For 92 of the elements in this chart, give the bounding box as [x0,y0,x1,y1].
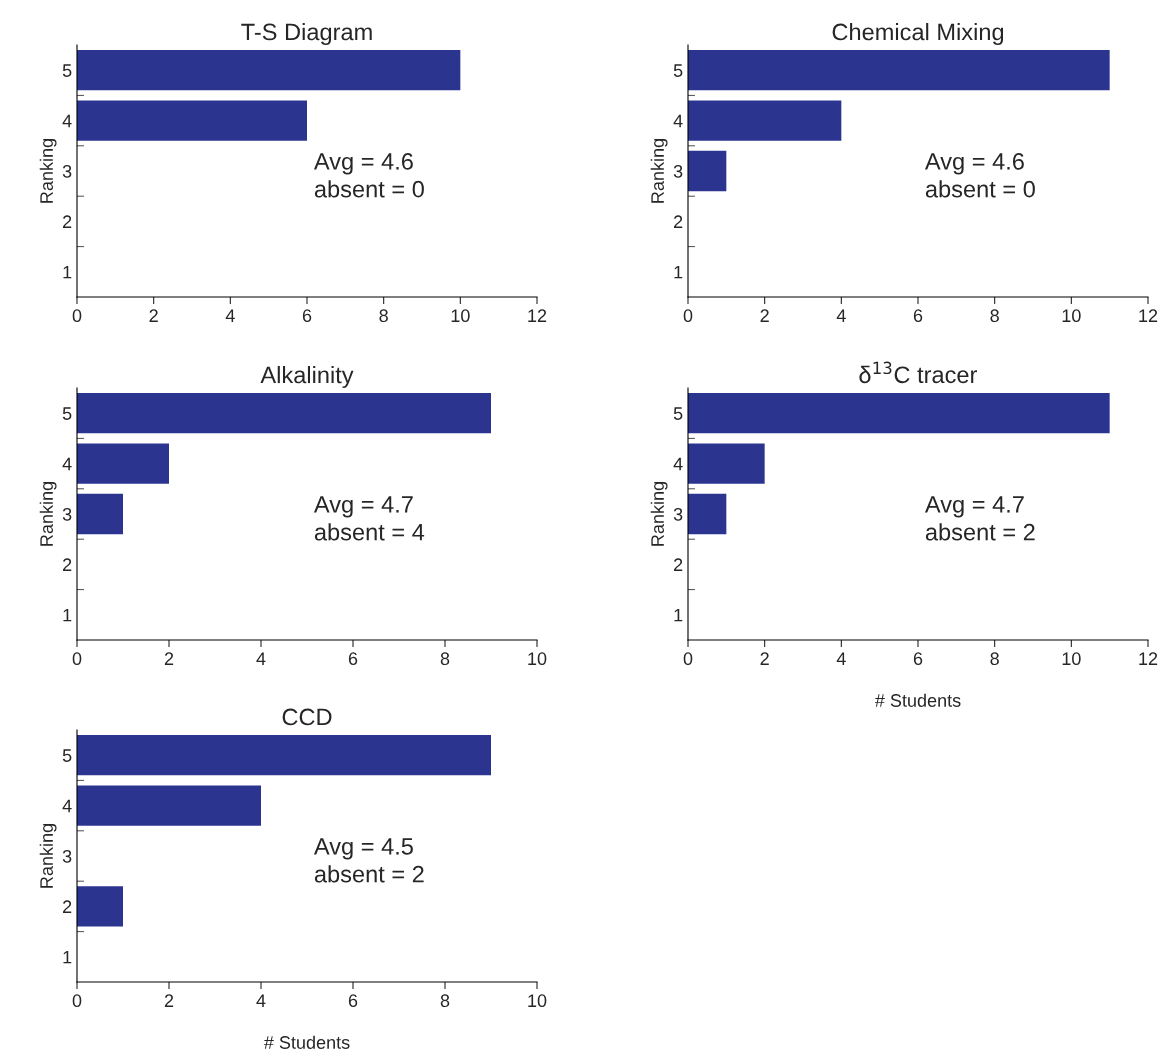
x-tick-label: 10 [528,994,547,1008]
bar [77,493,123,535]
y-tick-label: 2 [674,215,683,228]
x-tick-label: 6 [913,652,923,666]
x-tick-label: 10 [1062,652,1081,666]
x-tick-label: 6 [913,309,923,323]
bar [77,393,491,434]
chart-title: δ$^{13}$C tracer [859,361,977,384]
x-tick-label: 2 [164,994,174,1007]
y-tick-label: 1 [674,608,683,622]
x-tick-label: 6 [348,652,358,666]
bar [688,100,842,141]
y-tick-label: 2 [63,900,72,913]
x-tick-label: 10 [451,309,470,323]
y-tick-label: 1 [63,265,72,279]
x-tick-label: 2 [149,309,158,322]
y-axis-title: Ranking [39,482,57,546]
bar [688,150,727,192]
y-axis-title: Ranking [650,482,668,546]
annotation: Avg = 4.6 [313,153,413,175]
annotation: absent = 2 [314,865,424,883]
y-axis-title: Ranking [39,139,57,203]
y-tick-label: 1 [63,950,72,964]
x-tick-label: 2 [760,309,769,322]
x-tick-label: 0 [72,309,82,323]
x-tick-label: 10 [528,652,547,666]
y-tick-label: 5 [673,407,683,420]
y-tick-label: 4 [62,457,72,471]
x-tick-label: 8 [990,309,999,323]
chart-title: T-S Diagram [241,22,372,45]
bar [688,493,727,535]
x-tick-label: 4 [225,309,235,322]
y-tick-label: 5 [62,749,72,762]
y-tick-label: 2 [63,558,72,571]
x-tick-label: 4 [256,994,266,1007]
y-tick-label: 3 [673,507,683,521]
annotation: Avg = 4.6 [924,153,1024,175]
y-tick-label: 1 [63,608,72,622]
bar [77,735,491,776]
x-tick-label: 4 [256,652,266,665]
y-tick-label: 3 [62,164,72,178]
y-axis-title: Ranking [650,139,668,203]
x-tick-label: 8 [440,994,450,1008]
y-tick-label: 3 [62,849,72,863]
x-tick-label: 0 [683,652,693,666]
bar [77,443,169,484]
y-tick-label: 1 [674,265,683,279]
annotation: absent = 2 [925,523,1035,541]
bar [688,50,1110,91]
chart-title: Chemical Mixing [832,22,1004,45]
y-tick-label: 4 [62,114,72,128]
x-tick-label: 0 [683,309,693,323]
x-tick-label: 2 [760,652,769,665]
x-tick-label: 6 [302,309,312,323]
x-axis-title: # Students [874,693,961,707]
y-tick-label: 4 [62,799,72,813]
x-tick-label: 0 [72,994,82,1008]
x-tick-label: 4 [836,309,846,322]
y-axis-title: Ranking [39,824,57,888]
annotation: absent = 0 [314,180,424,198]
y-tick-label: 4 [673,114,683,128]
x-tick-label: 8 [440,652,450,666]
bar [688,393,1110,434]
x-tick-label: 12 [1139,652,1158,665]
x-tick-label: 2 [164,652,174,665]
y-tick-label: 5 [62,407,72,420]
bar [688,443,765,484]
y-tick-label: 5 [673,64,683,77]
annotation: absent = 4 [314,523,425,541]
annotation: absent = 0 [925,180,1035,198]
x-tick-label: 10 [1062,309,1081,323]
x-axis-title: # Students [263,1035,350,1049]
x-tick-label: 8 [379,309,388,323]
annotation: Avg = 4.7 [924,496,1024,518]
x-tick-label: 6 [348,994,358,1008]
chart-title: Alkalinity [260,365,354,388]
y-tick-label: 2 [674,558,683,571]
y-tick-label: 3 [673,164,683,178]
annotation: Avg = 4.5 [313,838,413,860]
chart-title: CCD [282,708,332,726]
y-tick-label: 2 [63,215,72,228]
x-tick-label: 12 [528,309,547,322]
y-tick-label: 5 [62,64,72,77]
x-tick-label: 12 [1139,309,1158,322]
bar [77,886,123,927]
annotation: Avg = 4.7 [313,496,413,518]
y-tick-label: 4 [673,457,683,471]
y-tick-label: 3 [62,507,72,521]
x-tick-label: 4 [836,652,846,665]
bar [77,785,261,826]
x-tick-label: 8 [990,652,999,666]
x-tick-label: 0 [72,652,82,666]
